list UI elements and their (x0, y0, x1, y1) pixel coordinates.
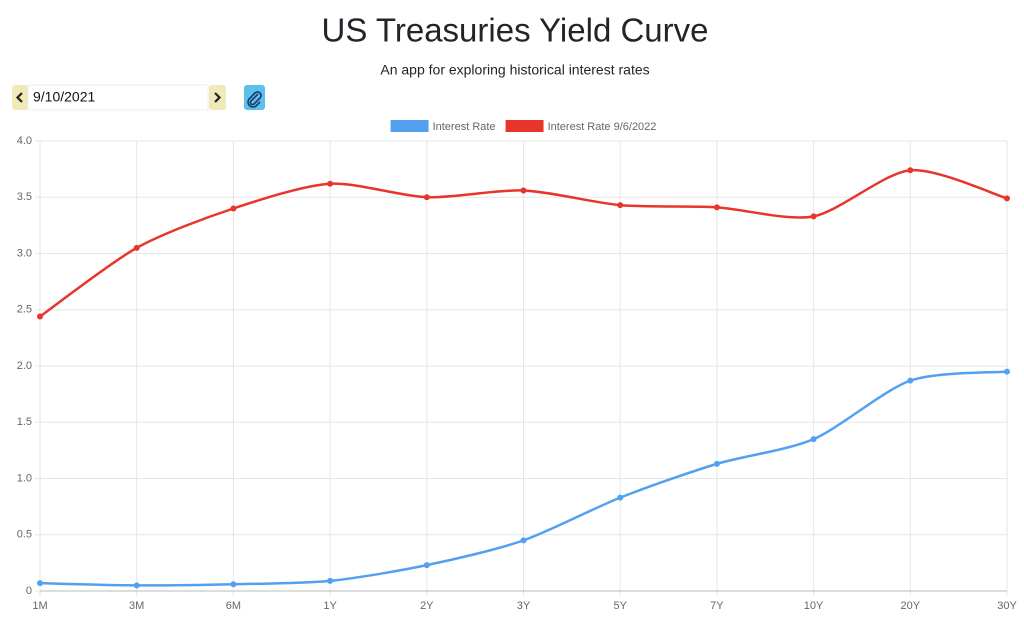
data-point (230, 581, 237, 588)
data-point (617, 202, 624, 209)
data-point (423, 562, 430, 569)
prev-date-button[interactable] (12, 85, 28, 110)
date-value: 9/10/2021 (33, 89, 95, 105)
data-point (37, 580, 43, 587)
app-subtitle: An app for exploring historical interest… (380, 62, 649, 78)
x-tick-label: 20Y (901, 600, 921, 612)
data-point (907, 377, 914, 384)
x-tick-label: 7Y (710, 600, 724, 612)
data-point (133, 244, 140, 251)
y-tick-label: 0 (26, 585, 32, 597)
next-date-button[interactable] (209, 85, 226, 110)
legend-label: Interest Rate 9/6/2022 (548, 121, 657, 133)
legend-swatch (390, 120, 429, 132)
data-point (1004, 368, 1010, 375)
y-tick-label: 2.0 (17, 360, 32, 372)
app-title: US Treasuries Yield Curve (322, 12, 709, 49)
x-tick-label: 3Y (517, 600, 531, 612)
x-tick-label: 1Y (323, 600, 337, 612)
data-point (520, 187, 527, 194)
data-point (230, 205, 237, 212)
x-tick-label: 5Y (613, 600, 627, 612)
data-point (327, 180, 334, 187)
series-line (39, 370, 1008, 587)
data-point (907, 167, 914, 174)
data-point (423, 194, 430, 201)
y-tick-label: 1.0 (17, 472, 32, 484)
data-point (713, 460, 720, 467)
data-point (37, 313, 43, 320)
data-point (520, 537, 527, 544)
legend-label: Interest Rate (433, 121, 496, 133)
x-tick-label: 10Y (804, 600, 824, 612)
y-tick-label: 3.0 (17, 247, 32, 259)
data-point (617, 494, 624, 501)
data-point (327, 577, 334, 584)
y-tick-label: 3.5 (17, 191, 32, 203)
date-input[interactable]: 9/10/2021 (27, 84, 209, 111)
legend-swatch (505, 120, 544, 132)
data-point (810, 213, 817, 220)
copy-link-button[interactable] (244, 85, 265, 110)
y-tick-label: 0.5 (17, 529, 32, 541)
y-tick-label: 2.5 (17, 304, 32, 316)
x-tick-label: 2Y (420, 600, 434, 612)
x-tick-label: 30Y (997, 600, 1017, 612)
x-tick-label: 3M (129, 600, 144, 612)
x-tick-label: 6M (226, 600, 241, 612)
data-point (810, 436, 817, 443)
data-point (713, 204, 720, 211)
y-tick-label: 1.5 (17, 416, 32, 428)
data-point (133, 582, 140, 589)
x-tick-label: 1M (32, 600, 47, 612)
y-tick-label: 4.0 (17, 135, 32, 147)
data-point (1004, 195, 1010, 202)
